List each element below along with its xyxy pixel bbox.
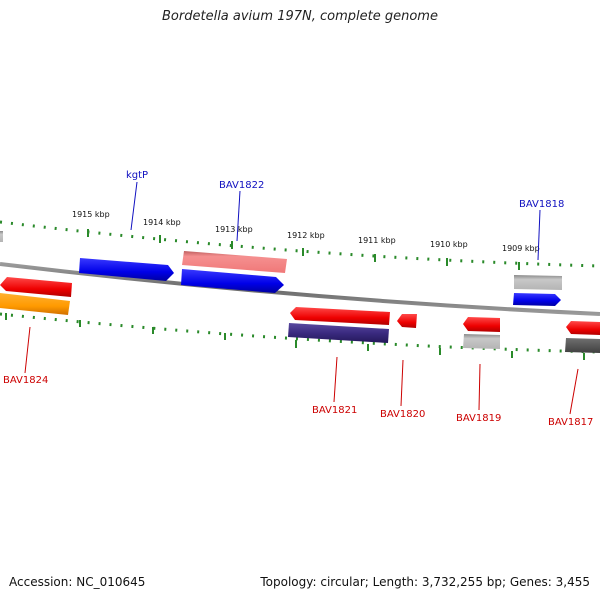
gene-arrow-gray bbox=[0, 231, 3, 242]
gene-arrow-BAV1819 bbox=[463, 317, 500, 332]
tick-label: 1915 kbp bbox=[72, 210, 110, 219]
gene-arrow-BAV1820 bbox=[397, 314, 417, 328]
accession-text: Accession: NC_010645 bbox=[9, 575, 146, 589]
gene-arrow-orange bbox=[0, 293, 70, 315]
gene-label-BAV1822: BAV1822 bbox=[219, 180, 264, 191]
tick-label: 1912 kbp bbox=[287, 231, 325, 240]
reverse-gene-labels: BAV1824 BAV1821 BAV1820 BAV1819 BAV1817 bbox=[3, 375, 593, 428]
tick-label: 1913 kbp bbox=[215, 225, 253, 234]
gene-label-BAV1817: BAV1817 bbox=[548, 417, 593, 428]
gene-label-BAV1821: BAV1821 bbox=[312, 405, 357, 416]
inner-tick-ring bbox=[0, 312, 600, 354]
gene-arrow-gray bbox=[514, 275, 562, 290]
gene-arrow-BAV1822 bbox=[181, 269, 284, 293]
forward-leaders bbox=[130, 181, 541, 261]
genome-backbone bbox=[0, 262, 600, 316]
gene-arrow-purple bbox=[288, 323, 389, 343]
genome-title: Bordetella avium 197N, complete genome bbox=[162, 9, 438, 24]
outer-major-ticks bbox=[87, 229, 520, 270]
tick-label: 1911 kbp bbox=[358, 236, 396, 245]
gene-label-BAV1824: BAV1824 bbox=[3, 375, 48, 386]
gene-arrow-pink bbox=[182, 251, 287, 273]
tick-label: 1914 kbp bbox=[143, 218, 181, 227]
gene-arrow-BAV1821 bbox=[290, 307, 390, 325]
gene-label-BAV1819: BAV1819 bbox=[456, 413, 501, 424]
gene-arrow-BAV1824 bbox=[0, 277, 72, 297]
forward-gene-labels: kgtP BAV1822 BAV1818 bbox=[126, 170, 564, 210]
reverse-leaders bbox=[24, 326, 579, 415]
gene-arrow-kgtP bbox=[79, 258, 174, 281]
gene-label-BAV1818: BAV1818 bbox=[519, 199, 564, 210]
tick-label: 1909 kbp bbox=[502, 244, 540, 253]
genome-summary-text: Topology: circular; Length: 3,732,255 bp… bbox=[260, 575, 590, 589]
reverse-gene-row bbox=[0, 277, 600, 335]
tick-label: 1910 kbp bbox=[430, 240, 468, 249]
gene-arrow-gray bbox=[463, 334, 500, 349]
inner-gene-row bbox=[0, 293, 600, 353]
outer-tick-ring bbox=[0, 220, 600, 268]
inner-major-ticks bbox=[5, 313, 585, 360]
gene-arrow-BAV1817 bbox=[566, 321, 600, 335]
tick-labels: 1915 kbp 1914 kbp 1913 kbp 1912 kbp 1911… bbox=[72, 210, 540, 253]
gene-label-kgtP: kgtP bbox=[126, 170, 148, 181]
outer-gene-row bbox=[0, 231, 562, 290]
forward-gene-row bbox=[79, 258, 561, 306]
gene-arrow-BAV1818 bbox=[513, 293, 561, 306]
gene-label-BAV1820: BAV1820 bbox=[380, 409, 425, 420]
gene-arrow-dark bbox=[565, 338, 600, 353]
